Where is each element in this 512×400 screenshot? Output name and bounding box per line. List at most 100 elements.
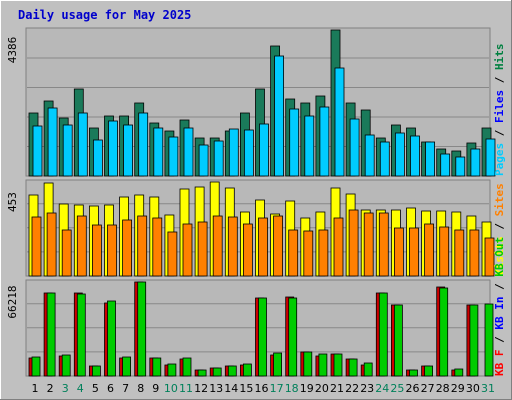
bar-kb-out	[46, 292, 56, 377]
bar-sites	[107, 224, 117, 277]
bar-kb-out	[484, 303, 494, 377]
bar-pages	[470, 148, 481, 177]
bar-pages	[304, 115, 315, 177]
day-label: 26	[406, 382, 420, 395]
bar-kb-out	[273, 352, 283, 377]
bar-sites	[152, 217, 163, 277]
day-label: 11	[179, 382, 193, 395]
day-label: 10	[164, 382, 178, 395]
bar-kb-out	[378, 292, 388, 377]
day-label: 16	[255, 382, 269, 395]
bar-pages	[440, 153, 451, 177]
bar-sites	[61, 229, 72, 277]
bar-kb-out	[107, 300, 116, 377]
legend-item: Hits	[493, 44, 506, 71]
bar-sites	[409, 227, 419, 277]
bar-kb-out	[258, 297, 267, 377]
day-label: 3	[62, 382, 69, 395]
bar-sites	[46, 212, 57, 277]
legend-item: KB In	[493, 297, 506, 330]
day-label: 23	[360, 382, 374, 395]
bar-pages	[394, 132, 405, 177]
bar-sites	[227, 216, 238, 277]
day-label: 27	[421, 382, 435, 395]
legend-item: Sites	[493, 183, 506, 216]
day-label: 18	[285, 382, 299, 395]
bar-kb-out	[348, 358, 358, 377]
bar-pages	[425, 141, 436, 177]
bar-kb-out	[152, 357, 162, 377]
bar-pages	[168, 136, 179, 177]
bar-pages	[153, 127, 164, 177]
bar-sites	[484, 237, 495, 277]
legend-text: Visits / Sites	[493, 183, 506, 276]
y-max-label: 66218	[6, 285, 19, 318]
bar-kb-out	[92, 365, 101, 377]
bars	[28, 29, 496, 377]
day-label: 15	[239, 382, 253, 395]
bar-pages	[123, 124, 133, 177]
bar-pages	[334, 67, 345, 177]
day-label: 14	[224, 382, 238, 395]
bar-kb-out	[333, 353, 343, 377]
bar-sites	[212, 215, 223, 277]
bar-sites	[122, 219, 132, 277]
legend-item: Files	[493, 90, 506, 123]
bar-sites	[137, 215, 148, 277]
bar-pages	[77, 112, 88, 177]
bar-kb-out	[303, 351, 313, 377]
bar-sites	[273, 215, 284, 277]
bar-pages	[198, 144, 209, 177]
y-max-label: 4386	[6, 37, 19, 64]
legend-item: KB F	[493, 350, 506, 377]
bar-kb-out	[227, 365, 237, 377]
day-label: 5	[92, 382, 99, 395]
bar-kb-out	[137, 281, 147, 377]
day-label: 19	[300, 382, 314, 395]
day-label: 12	[194, 382, 208, 395]
day-label: 8	[137, 382, 144, 395]
legend-item: Visits	[493, 236, 506, 276]
bar-kb-out	[182, 357, 192, 377]
bar-kb-out	[167, 363, 177, 377]
bar-pages	[364, 134, 375, 177]
bar-pages	[62, 124, 73, 177]
bar-sites	[197, 221, 208, 277]
bar-kb-out	[439, 287, 449, 377]
bar-pages	[379, 141, 390, 177]
bar-pages	[228, 128, 239, 177]
bar-pages	[289, 108, 300, 177]
bar-sites	[454, 229, 465, 277]
bar-pages	[349, 118, 360, 177]
bar-sites	[76, 215, 87, 277]
bar-pages	[183, 127, 194, 177]
day-label: 30	[466, 382, 480, 395]
bar-sites	[333, 217, 344, 277]
bar-pages	[108, 120, 118, 177]
bar-sites	[363, 212, 374, 277]
bar-sites	[288, 229, 299, 277]
bar-kb-out	[469, 304, 479, 377]
bar-sites	[318, 229, 329, 277]
bar-pages	[410, 135, 420, 177]
bar-sites	[469, 229, 480, 277]
day-label: 25	[390, 382, 404, 395]
bar-pages	[47, 107, 58, 177]
bar-pages	[455, 156, 466, 177]
bar-sites	[258, 217, 268, 277]
bar-kb-out	[393, 304, 403, 377]
day-label: 21	[330, 382, 344, 395]
day-label: 28	[436, 382, 450, 395]
bar-kb-out	[197, 369, 207, 377]
bar-sites	[31, 216, 42, 277]
legend-item: Pages	[493, 143, 506, 176]
bar-kb-out	[318, 353, 328, 377]
bar-sites	[303, 230, 314, 277]
bar-sites	[92, 224, 102, 277]
y-max-label: 453	[6, 192, 19, 212]
bar-kb-out	[454, 368, 464, 377]
bar-sites	[182, 223, 193, 277]
legend-text: KB F / KB In / KB Out	[493, 237, 506, 376]
